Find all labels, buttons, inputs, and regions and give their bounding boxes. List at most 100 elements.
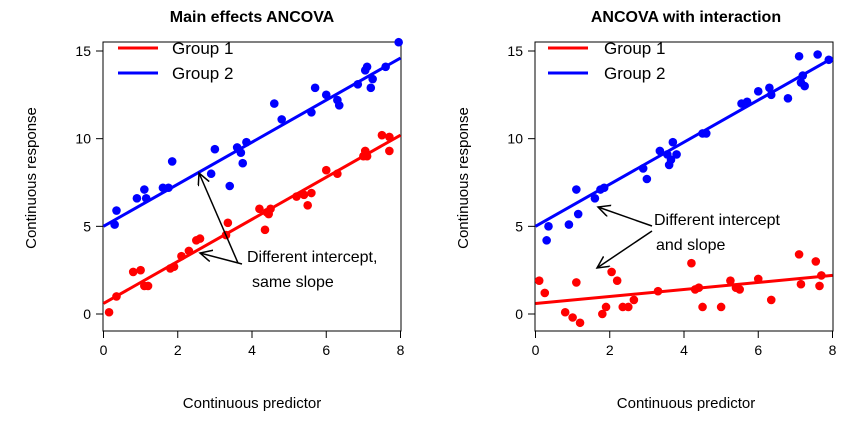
data-point-group-2 (590, 193, 600, 203)
data-point-group-2 (238, 158, 248, 168)
x-tick-label: 8 (397, 342, 405, 358)
data-point-group-2 (642, 174, 652, 184)
y-tick-label: 0 (83, 306, 91, 322)
data-point-group-1 (560, 307, 570, 317)
annotation-text-line-1: Different intercept, (247, 249, 377, 266)
data-point-group-2 (362, 62, 372, 72)
panel-interaction: ANCOVA with interaction 0 2 4 6 8 0 5 10 15 Con… (455, 9, 837, 412)
fit-line-group-2 (534, 56, 834, 228)
data-point-group-2 (544, 222, 553, 231)
data-point-group-1 (612, 276, 622, 285)
data-point-group-2 (783, 94, 793, 103)
x-tick-label: 2 (174, 342, 182, 358)
data-point-group-2 (334, 101, 344, 110)
data-point-group-1 (568, 313, 577, 322)
data-point-group-2 (353, 80, 363, 89)
data-point-group-2 (765, 83, 774, 93)
data-point-group-2 (672, 150, 681, 159)
data-point-group-2 (277, 115, 287, 124)
legend-label-group-2: Group 2 (172, 64, 233, 83)
data-point-group-1 (385, 132, 394, 142)
y-tick-label: 10 (507, 131, 523, 147)
data-point-group-1 (266, 204, 275, 214)
y-tick-label: 15 (75, 43, 91, 59)
y-axis-label: Continuous response (455, 107, 472, 249)
data-point-group-2 (368, 74, 377, 84)
data-point-group-1 (223, 218, 233, 228)
y-tick-label: 10 (75, 131, 91, 147)
data-point-group-1 (698, 302, 707, 312)
data-point-group-1 (143, 281, 153, 291)
data-point-group-2 (701, 129, 711, 138)
data-point-group-2 (542, 236, 551, 245)
data-point-group-2 (310, 83, 320, 93)
data-point-group-2 (666, 155, 676, 165)
data-point-group-1 (753, 274, 763, 284)
data-point-group-2 (766, 90, 776, 100)
data-point-group-1 (385, 146, 394, 156)
legend-label-group-2: Group 2 (604, 64, 665, 83)
data-point-group-1 (260, 225, 270, 235)
data-point-group-1 (811, 257, 821, 266)
data-point-group-2 (655, 146, 665, 156)
data-point-group-2 (798, 71, 808, 80)
data-point-group-1 (128, 267, 138, 277)
fit-line-group-1 (102, 133, 402, 305)
data-point-group-1 (540, 288, 550, 298)
data-point-group-1 (694, 283, 704, 293)
data-point-group-1 (303, 200, 312, 210)
annotation-arrow-lower (200, 253, 243, 265)
data-point-group-1 (815, 281, 824, 291)
y-tick-label: 5 (83, 218, 91, 234)
data-point-group-1 (726, 276, 735, 285)
data-point-group-2 (668, 137, 678, 147)
data-point-group-1 (598, 309, 607, 319)
data-point-group-1 (362, 151, 372, 161)
x-tick-label: 0 (100, 342, 108, 358)
data-point-group-1 (255, 204, 264, 214)
data-point-group-1 (534, 276, 544, 285)
data-point-group-2 (599, 183, 609, 193)
data-point-group-1 (321, 165, 331, 175)
x-axis-label: Continuous predictor (183, 395, 321, 412)
y-tick-label: 0 (515, 306, 523, 322)
data-point-group-2 (742, 97, 752, 107)
x-tick-label: 6 (754, 342, 762, 358)
annotation-text-line-2: and slope (656, 237, 725, 254)
data-point-group-1 (607, 267, 616, 277)
data-point-group-1 (195, 234, 205, 243)
y-axis-label: Continuous response (23, 107, 40, 249)
data-point-group-1 (292, 192, 301, 201)
legend-label-group-1: Group 1 (604, 39, 665, 58)
annotation-arrow-lower (597, 230, 653, 268)
data-point-group-1 (601, 302, 611, 312)
data-point-group-1 (716, 302, 726, 312)
data-point-group-1 (653, 286, 663, 296)
data-point-group-2 (813, 50, 822, 59)
data-point-group-1 (687, 258, 696, 268)
data-point-group-1 (177, 251, 186, 261)
data-point-group-2 (210, 144, 220, 154)
annotation: Different intercept and slope (597, 207, 781, 268)
data-point-group-1 (629, 295, 639, 305)
data-point-group-2 (800, 81, 809, 91)
fit-line-group-2 (102, 56, 402, 228)
annotation: Different intercept, same slope (199, 173, 377, 291)
data-point-group-2 (225, 181, 235, 191)
data-point-group-2 (394, 37, 403, 47)
data-point-group-1 (817, 271, 826, 280)
plot-frame (534, 41, 834, 332)
x-axis-label: Continuous predictor (617, 395, 755, 412)
data-point-group-2 (321, 90, 331, 100)
data-point-group-2 (236, 148, 246, 157)
panel-main-effects: Main effects ANCOVA 0 2 4 6 8 0 5 10 15 Continu… (23, 9, 405, 412)
x-tick-label: 2 (606, 342, 614, 358)
data-point-group-1 (735, 285, 744, 294)
data-point-group-2 (573, 209, 583, 219)
data-point-group-2 (366, 83, 376, 93)
x-tick-label: 6 (322, 342, 330, 358)
data-point-group-2 (269, 99, 279, 108)
data-point-group-2 (381, 62, 390, 72)
data-point-group-1 (377, 130, 387, 140)
